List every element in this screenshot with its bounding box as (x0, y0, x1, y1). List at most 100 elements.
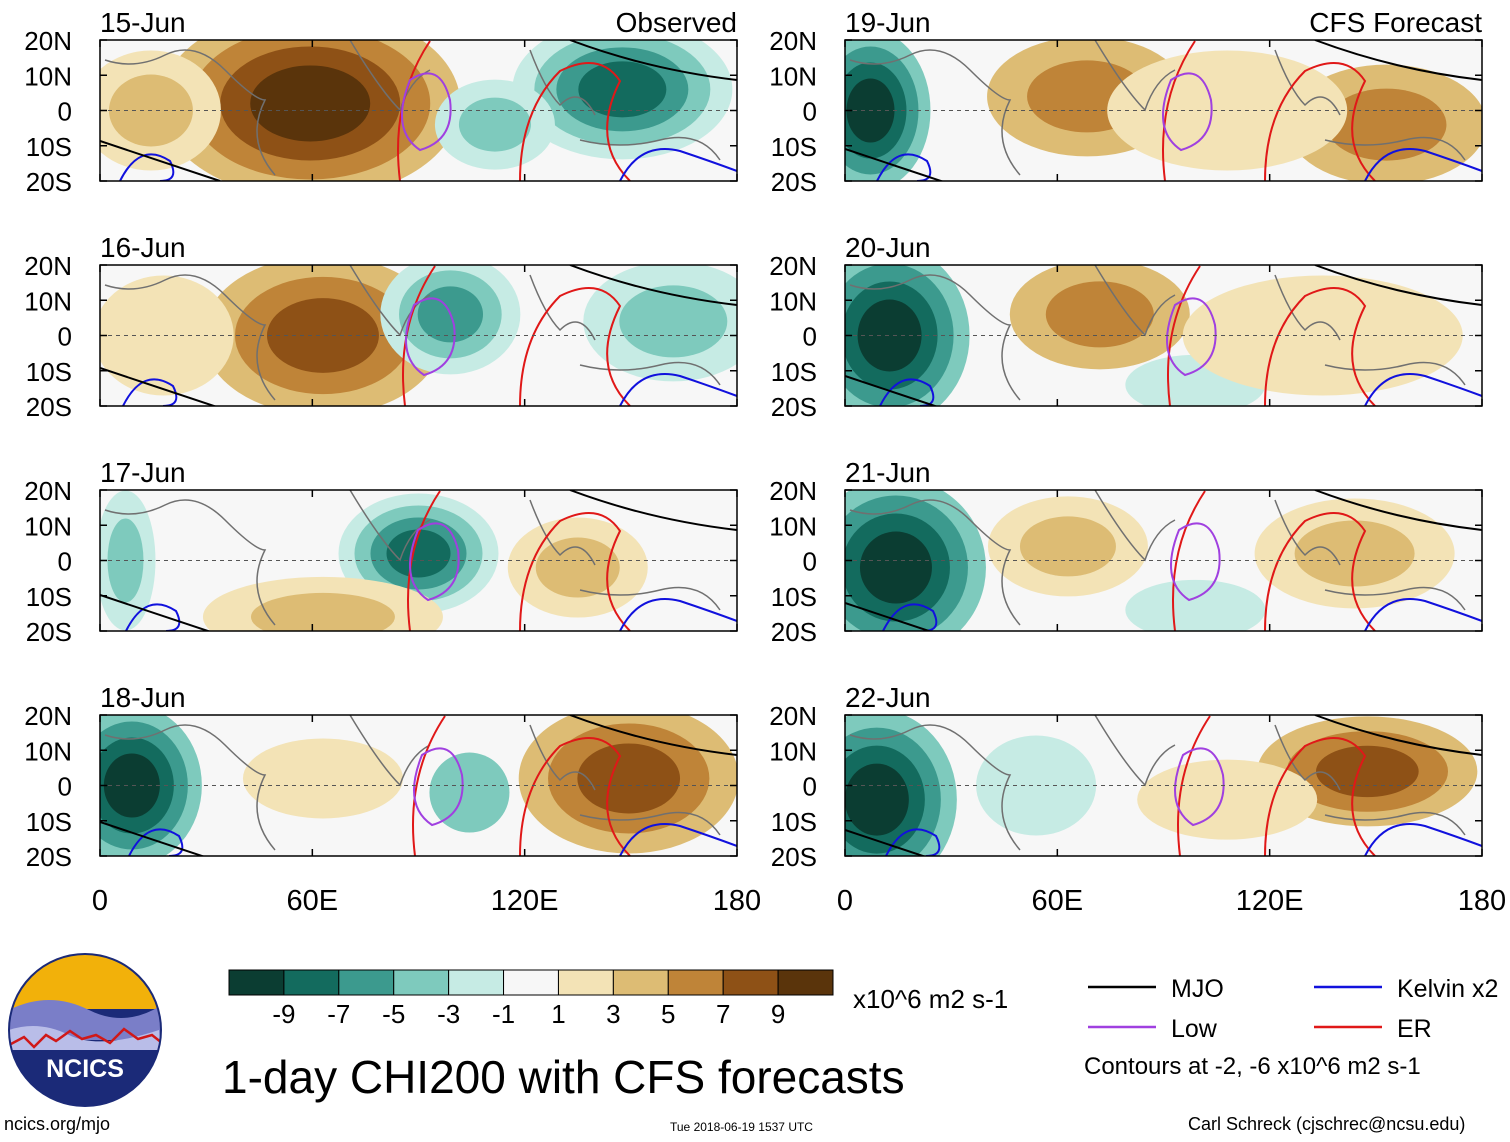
anomaly-shade (1316, 745, 1419, 798)
colorbar-swatch (448, 969, 505, 996)
mjo-contour (845, 265, 1482, 406)
y-tick-label: 10S (771, 357, 817, 387)
panel-21-jun: 20N 10N 0 10S 20S 21-Jun (769, 457, 1483, 647)
y-tick-label: 10S (26, 582, 72, 612)
y-tick-label: 0 (803, 547, 817, 577)
panel-field (845, 490, 1482, 631)
y-tick-label: 20S (26, 842, 72, 872)
y-tick-label: 0 (58, 547, 72, 577)
legend-label: MJO (1171, 975, 1224, 1003)
panel-date-label: 20-Jun (845, 232, 931, 263)
coastline (104, 715, 721, 851)
anomaly-shade (619, 285, 728, 358)
y-tick-label: 20S (26, 392, 72, 422)
anomaly-shade (429, 752, 510, 833)
panel-field (100, 490, 737, 631)
coastline (104, 265, 721, 401)
panel-date-label: 22-Jun (845, 682, 931, 713)
contour-note: Contours at -2, -6 x10^6 m2 s-1 (1084, 1053, 1421, 1080)
y-tick-label: 20S (26, 617, 72, 647)
anomaly-shade (250, 592, 395, 631)
panel-15-jun: 20N 10N 0 10S 20S 15-Jun Observed (24, 7, 738, 197)
y-tick-label: 10N (769, 511, 817, 541)
colorbar-label: -3 (437, 999, 460, 1029)
panel-18-jun: 20N 10N 0 10S 20S 18-Jun (24, 682, 738, 872)
footer-author: Carl Schreck (cjschrec@ncsu.edu) (1188, 1114, 1466, 1134)
y-tick-label: 10S (771, 582, 817, 612)
anomaly-shade (1019, 516, 1116, 577)
logo-trace (9, 1027, 161, 1049)
footer-url[interactable]: ncics.org/mjo (4, 1114, 111, 1134)
anomaly-shade (845, 763, 909, 836)
low-contour (409, 522, 460, 602)
panel-19-jun: 20N 10N 0 10S 20S 19-Jun CFS Forecast (769, 7, 1483, 197)
colorbar-label: 9 (771, 999, 785, 1029)
x-axes: 0 60E 120E 180 0 60E 120E 180 (92, 885, 1506, 917)
mjo-contour (845, 490, 1482, 631)
legend-label: ER (1397, 1015, 1432, 1043)
anomaly-shade (1294, 520, 1415, 587)
colorbar-units: x10^6 m2 s-1 (853, 984, 1008, 1014)
anomaly-shade (103, 753, 160, 818)
y-tick-label: 10N (24, 61, 72, 91)
er-contour (1172, 490, 1376, 631)
low-contour (1170, 522, 1221, 602)
colorbar: -9 -7 -5 -3 -1 1 3 5 7 9 x10^6 m2 s-1 (228, 969, 1008, 1029)
legend-label: Low (1171, 1015, 1218, 1043)
panel-field (845, 265, 1482, 406)
y-tick-label: 0 (803, 97, 817, 127)
x-tick-label: 60E (1032, 885, 1084, 917)
logo-art: NCICS (9, 954, 161, 1106)
colorbar-swatch (557, 969, 614, 996)
y-tick-label: 0 (58, 97, 72, 127)
anomaly-shade (1107, 50, 1348, 171)
coastline (104, 40, 721, 176)
column-label: Observed (616, 7, 737, 38)
colorbar-label: 3 (606, 999, 620, 1029)
y-tick-label: 10S (771, 807, 817, 837)
footer-timestamp: Tue 2018-06-19 1537 UTC (670, 1120, 813, 1134)
er-contour (1167, 265, 1376, 406)
panel-20-jun: 20N 10N 0 10S 20S 20-Jun (769, 232, 1483, 422)
panel-date-label: 16-Jun (100, 232, 186, 263)
y-tick-label: 10S (26, 807, 72, 837)
coastline (104, 490, 721, 626)
colorbar-label: 5 (661, 999, 675, 1029)
kelvin-contour (128, 823, 737, 856)
mjo-contour (845, 40, 1482, 181)
er-contour (412, 715, 631, 856)
kelvin-contour (885, 823, 1482, 856)
low-contour (401, 72, 452, 152)
x-tick-label: 180 (713, 885, 761, 917)
kelvin-contour (122, 373, 737, 406)
y-tick-label: 0 (58, 772, 72, 802)
y-tick-label: 10S (26, 357, 72, 387)
colorbar-swatch (393, 969, 450, 996)
y-tick-label: 20N (24, 701, 72, 731)
low-contour (1174, 747, 1225, 827)
legend-label: Kelvin x2 (1397, 975, 1498, 1003)
anomaly-shade (976, 735, 1097, 836)
y-tick-label: 20N (769, 26, 817, 56)
anomaly-shade (577, 743, 681, 814)
anomaly-shade (386, 529, 451, 578)
colorbar-label: -1 (492, 999, 515, 1029)
panel-17-jun: 20N 10N 0 10S 20S 17-Jun (24, 457, 738, 647)
y-tick-label: 20S (771, 842, 817, 872)
anomaly-shade (857, 299, 922, 372)
y-tick-label: 10N (24, 286, 72, 316)
er-contour (1162, 40, 1376, 181)
panel-field (845, 715, 1482, 856)
y-tick-label: 10N (769, 736, 817, 766)
x-tick-label: 120E (1236, 885, 1304, 917)
kelvin-contour (125, 598, 737, 631)
er-contour (1177, 715, 1376, 856)
y-tick-label: 0 (58, 322, 72, 352)
colorbar-label: 1 (551, 999, 565, 1029)
mjo-contour (845, 715, 1482, 856)
colorbar-swatch (503, 969, 559, 996)
colorbar-swatch (667, 969, 724, 996)
y-tick-label: 10N (769, 61, 817, 91)
panel-date-label: 15-Jun (100, 7, 186, 38)
low-contour (405, 297, 456, 377)
